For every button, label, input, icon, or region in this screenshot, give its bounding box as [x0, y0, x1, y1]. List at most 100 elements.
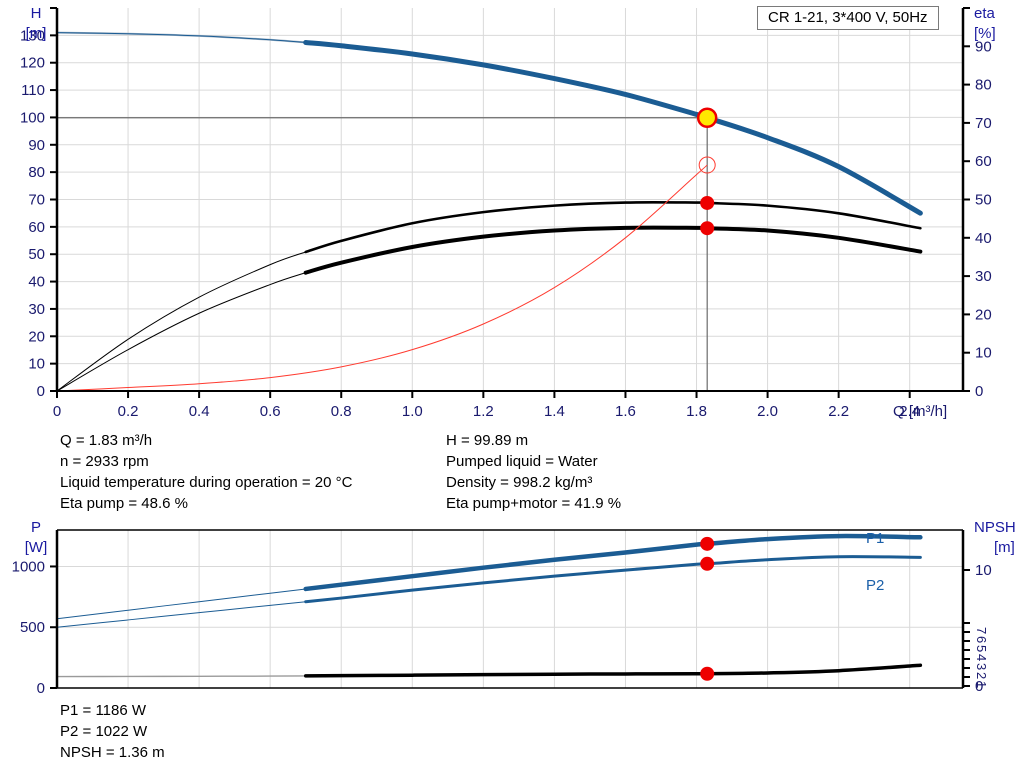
y-tick-label-right: 90: [975, 38, 992, 55]
y-tick-label-right: 20: [975, 306, 992, 323]
head-efficiency-chart: 0 10 20 30 40 50 60 70 80 90 100 110 120 130 0 10 20 30 40…: [20, 5, 996, 420]
x-axis-caption: Q [m³/h]: [893, 403, 947, 420]
p1-curve-label: P1: [866, 530, 884, 547]
x-tick-label: 1.2: [473, 403, 494, 420]
y-tick-label-left: 100: [20, 109, 45, 126]
operating-point-dot[interactable]: [700, 195, 715, 210]
x-tick-label: 0.4: [189, 403, 210, 420]
y-tick-label-right: 30: [975, 268, 992, 285]
info-left-line-4: Eta pump = 48.6 %: [60, 495, 188, 512]
x-tick-label: 2.2: [828, 403, 849, 420]
npsh-curve-extension: [56, 675, 306, 678]
y-tick-label-right: 3: [974, 663, 989, 670]
system-curve: [56, 164, 708, 392]
x-tick-label: 2.4: [899, 403, 920, 420]
y-axis-right-unit: [%]: [974, 25, 996, 42]
y-axis-left-caption: P: [31, 519, 41, 536]
x-tick-label: 0.8: [331, 403, 352, 420]
p1-curve: [303, 533, 923, 592]
eta-pump-curve: [304, 201, 922, 254]
operating-point-dot[interactable]: [700, 666, 715, 681]
y-tick-label-right: 4: [974, 654, 989, 661]
info-bottom-line-2: P2 = 1022 W: [60, 723, 148, 740]
x-tick-label: 1.8: [686, 403, 707, 420]
operating-point-dot[interactable]: [700, 221, 715, 236]
y-tick-label-left: 80: [28, 164, 45, 181]
y-tick-label-right: 0: [975, 383, 983, 400]
y-tick-label-left: 120: [20, 55, 45, 72]
p1-curve-extension: [56, 588, 306, 620]
y-tick-label-right: 10: [975, 562, 992, 579]
y-tick-label-left: 70: [28, 192, 45, 209]
info-right-line-1: H = 99.89 m: [446, 432, 529, 449]
y-tick-label-left: 10: [28, 356, 45, 373]
operating-point-dot[interactable]: [700, 536, 715, 551]
y-tick-label-right: 50: [975, 192, 992, 209]
y-axis-right-caption: eta: [974, 5, 996, 22]
y-tick-label-right: 5: [974, 645, 989, 652]
info-left-line-3: Liquid temperature during operation = 20…: [60, 474, 353, 491]
info-right-line-2: Pumped liquid = Water: [446, 453, 598, 470]
operating-point-marker[interactable]: [696, 107, 718, 128]
y-tick-label-right: 7: [974, 627, 989, 634]
info-bottom-line-3: NPSH = 1.36 m: [60, 744, 165, 761]
x-tick-label: 1.6: [615, 403, 636, 420]
y-tick-label-left: 110: [21, 82, 45, 99]
y-axis-left-caption: H: [31, 5, 42, 22]
y-tick-label-right: 6: [974, 636, 989, 643]
y-tick-label-left: 0: [37, 383, 45, 400]
y-tick-label-left: 500: [20, 619, 45, 636]
y-tick-label-right: 40: [975, 230, 992, 247]
y-axis-left-unit: [m]: [26, 25, 47, 42]
p2-curve-extension: [56, 601, 306, 628]
y-tick-label-left: 20: [28, 328, 45, 345]
y-tick-label-left: 1000: [12, 558, 45, 575]
x-tick-label: 1.0: [402, 403, 423, 420]
info-block-left: Q = 1.83 m³/h n = 2933 rpm Liquid temperat…: [60, 430, 352, 514]
y-tick-label-right: 70: [975, 115, 992, 132]
eta-pump-motor-curve-extension: [56, 272, 306, 392]
y-tick-label-right: 0: [975, 678, 983, 695]
info-block-right: H = 99.89 m Pumped liquid = Water Density …: [446, 430, 621, 514]
y-axis-right-unit: [m]: [994, 539, 1015, 556]
x-tick-label: 0.2: [118, 403, 139, 420]
info-right-line-3: Density = 998.2 kg/m³: [446, 474, 593, 491]
y-tick-label-left: 50: [28, 246, 45, 263]
eta-pump-motor-curve: [303, 225, 923, 275]
eta-pump-curve-extension: [56, 251, 306, 392]
y-tick-label-left: 40: [28, 274, 45, 291]
head-curve-extension: [56, 31, 306, 44]
system-curve-endpoint-circle: [698, 156, 716, 174]
p2-curve-label: P2: [866, 577, 884, 594]
x-tick-label: 0.6: [260, 403, 281, 420]
y-tick-label-right: 60: [975, 153, 992, 170]
y-tick-label-left: 90: [28, 137, 45, 154]
info-right-line-4: Eta pump+motor = 41.9 %: [446, 495, 622, 512]
operating-point-dot[interactable]: [700, 556, 715, 571]
y-tick-label-left: 130: [20, 27, 45, 44]
x-tick-label: 0: [53, 403, 61, 420]
y-tick-label-right: 80: [975, 77, 992, 94]
y-tick-label-left: 30: [28, 301, 45, 318]
pump-title-box: CR 1-21, 3*400 V, 50Hz: [757, 6, 939, 30]
y-tick-label-right: 2: [974, 672, 989, 679]
head-curve-extension-core: [56, 32, 306, 43]
x-tick-label: 2.0: [757, 403, 778, 420]
npsh-curve: [303, 663, 923, 678]
y-tick-label-right: 1: [974, 681, 989, 688]
info-left-line-2: n = 2933 rpm: [60, 453, 149, 470]
y-axis-left-unit: [W]: [25, 539, 48, 556]
x-tick-label: 1.4: [544, 403, 565, 420]
y-tick-label-left: 0: [37, 680, 45, 697]
info-bottom-line-1: P1 = 1186 W: [60, 702, 147, 719]
info-block-bottom: P1 = 1186 W P2 = 1022 W NPSH = 1.36 m: [60, 700, 165, 763]
y-axis-right-caption: NPSH: [974, 519, 1016, 536]
info-left-line-1: Q = 1.83 m³/h: [60, 432, 153, 449]
y-tick-label-left: 60: [28, 219, 45, 236]
p2-curve: [304, 555, 922, 604]
head-curve: [303, 39, 923, 216]
top-chart-group: 0 10 20 30 40 50 60 70 80 90 100 110 120 130 0 10 20 30 40…: [20, 5, 996, 420]
